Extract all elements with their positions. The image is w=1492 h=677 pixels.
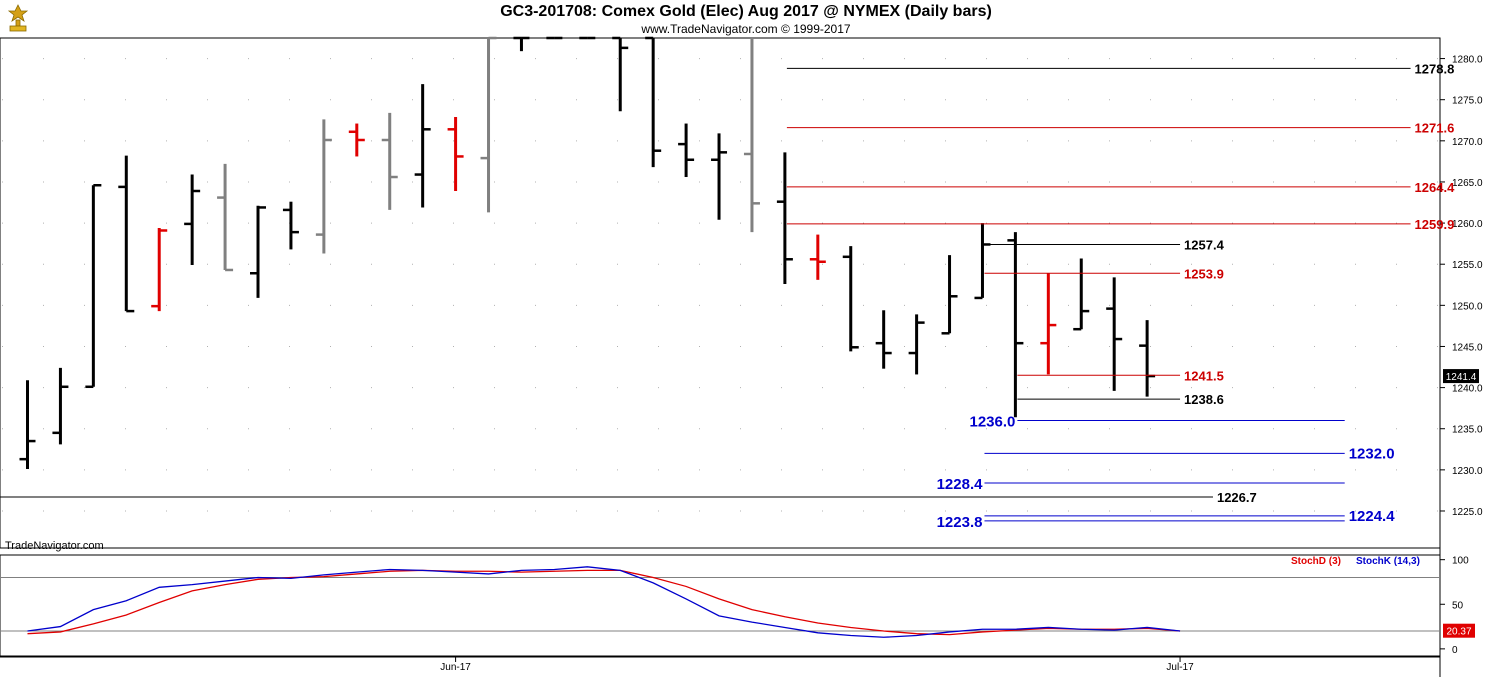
price-bar [875, 310, 892, 369]
y-tick-label: 1250.0 [1452, 301, 1483, 312]
stochastic-panel: 0 50 100 StochD (3) StochK (14,3) 20.37 Jun-17… [0, 554, 1475, 673]
price-bar [743, 38, 760, 233]
price-bar [217, 163, 234, 272]
y-tick-label: 1255.0 [1452, 260, 1483, 271]
price-bar [315, 119, 332, 254]
y-tick-label: 1260.0 [1452, 219, 1483, 230]
price-bar [1139, 320, 1156, 397]
price-bar [184, 174, 201, 266]
price-bar [118, 155, 135, 313]
level-label: 1264.4 [1415, 180, 1456, 195]
price-bar [1040, 273, 1057, 375]
price-bar [711, 133, 728, 220]
price-bar [52, 367, 69, 445]
level-label: 1257.4 [1184, 237, 1225, 252]
current-stoch-marker [1443, 623, 1475, 638]
price-bar [85, 183, 102, 389]
price-bar [250, 205, 267, 298]
x-tick-label: Jul-17 [1166, 662, 1194, 673]
price-bar [282, 201, 299, 250]
level-label: 1228.4 [937, 476, 984, 493]
price-bar [513, 36, 530, 52]
stoch-series-line [27, 569, 1181, 636]
y-tick-label: 1275.0 [1452, 96, 1483, 107]
y-tick-label: 1280.0 [1452, 55, 1483, 66]
price-bar [447, 116, 464, 191]
copyright-text: www.TradeNavigator.com © 1999-2017 [641, 22, 851, 36]
price-bar [941, 255, 958, 335]
level-label: 1238.6 [1184, 392, 1224, 407]
y-tick-label: 100 [1452, 556, 1469, 567]
current-price-marker [1443, 369, 1479, 384]
price-bar [381, 112, 398, 210]
level-label: 1236.0 [970, 414, 1016, 431]
y-tick-label: 1230.0 [1452, 466, 1483, 477]
x-tick-label: Jun-17 [440, 662, 471, 673]
level-label: 1224.4 [1349, 508, 1396, 525]
price-bar [1073, 258, 1090, 331]
price-bar [776, 152, 793, 284]
legend-item: StochD (3) [1291, 556, 1341, 567]
price-bar [348, 123, 365, 157]
price-panel: 1225.0 1230.0 1235.0 1240.0 1245.0 1250.0 1255… [0, 36, 1492, 677]
y-tick-label: 50 [1452, 600, 1464, 611]
watermark: TradeNavigator.com [5, 540, 104, 552]
level-label: 1241.5 [1184, 368, 1224, 383]
level-label: 1226.7 [1217, 490, 1257, 505]
level-label: 1271.6 [1415, 121, 1455, 136]
y-tick-label: 1225.0 [1452, 507, 1483, 518]
price-bar [612, 36, 629, 112]
y-tick-label: 0 [1452, 645, 1458, 656]
price-bar [414, 84, 431, 208]
y-tick-label: 1240.0 [1452, 384, 1483, 395]
stoch-series-line [27, 566, 1181, 638]
current-stoch-label: 20.37 [1446, 627, 1471, 638]
y-tick-label: 1265.0 [1452, 178, 1483, 189]
chart-header: GC3-201708: Comex Gold (Elec) Aug 2017 @… [0, 0, 1492, 38]
price-bar [842, 246, 859, 352]
y-tick-label: 1235.0 [1452, 425, 1483, 436]
y-tick-label: 1270.0 [1452, 137, 1483, 148]
gold-trophy-icon [7, 4, 29, 32]
price-bar [480, 36, 497, 213]
price-bar [1106, 277, 1123, 391]
level-label: 1278.8 [1415, 61, 1455, 76]
price-bar [1007, 232, 1024, 418]
price-bar [151, 228, 168, 312]
y-tick-label: 1245.0 [1452, 342, 1483, 353]
price-panel-frame [0, 37, 1441, 549]
price-bar [908, 314, 925, 375]
price-bar [809, 234, 826, 280]
chart-title: GC3-201708: Comex Gold (Elec) Aug 2017 @… [500, 3, 992, 20]
level-label: 1253.9 [1184, 266, 1224, 281]
level-label: 1223.8 [937, 514, 983, 531]
price-axis-area [1440, 38, 1492, 677]
current-price-label: 1241.4 [1446, 372, 1477, 383]
stochastic-panel-frame [0, 554, 1441, 657]
legend-item: StochK (14,3) [1356, 556, 1420, 567]
price-bar [19, 380, 36, 470]
level-label: 1232.0 [1349, 445, 1395, 462]
price-bar [645, 36, 662, 168]
level-label: 1259.9 [1415, 217, 1455, 232]
price-bar [678, 123, 695, 178]
